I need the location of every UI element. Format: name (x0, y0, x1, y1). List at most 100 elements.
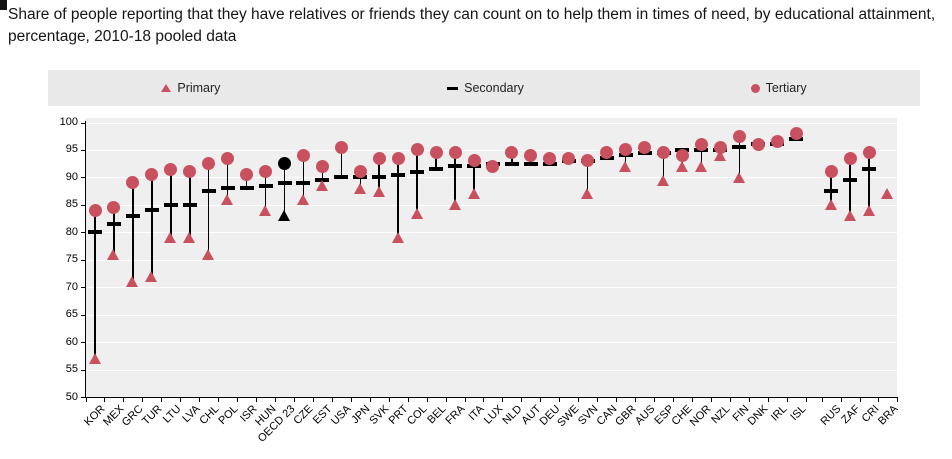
x-axis-tick (748, 398, 750, 402)
tertiary-marker (467, 154, 481, 168)
tertiary-marker (770, 135, 784, 149)
gridline (85, 149, 897, 151)
y-axis-tick (81, 232, 85, 234)
stem-line (113, 207, 115, 255)
secondary-marker (296, 180, 311, 185)
x-axis-tick (388, 398, 390, 402)
secondary-marker (277, 180, 292, 185)
y-axis-tick-label: 85 (65, 198, 78, 211)
primary-marker (164, 232, 177, 244)
stem-line (378, 158, 381, 192)
stem-line (340, 147, 343, 178)
x-axis-tick (312, 398, 314, 402)
y-axis-tick-label: 55 (65, 363, 78, 376)
secondary-marker (163, 202, 178, 207)
corner-artifact (0, 0, 7, 10)
primary-marker (467, 188, 480, 200)
legend-item-secondary: Secondary (447, 81, 524, 95)
gridline (85, 232, 897, 234)
tertiary-marker (259, 165, 273, 179)
primary-triangle-icon (161, 84, 172, 92)
stem-line (586, 160, 589, 194)
y-axis-tick-label: 100 (59, 116, 78, 128)
tertiary-marker (353, 165, 367, 179)
primary-marker (448, 199, 461, 211)
x-axis-tick (104, 398, 106, 402)
stem-line (94, 210, 96, 359)
stem-line (738, 136, 741, 178)
tertiary-marker (183, 165, 197, 179)
secondary-marker (144, 208, 159, 213)
stem-line (245, 174, 248, 189)
gridline (85, 287, 897, 289)
tertiary-marker (524, 148, 538, 162)
y-axis-tick-label: 50 (65, 390, 78, 403)
tertiary-marker (240, 168, 254, 182)
secondary-marker (258, 183, 273, 188)
tertiary-marker (334, 140, 348, 154)
secondary-marker (182, 202, 197, 207)
tertiary-marker (126, 176, 140, 190)
primary-marker (410, 207, 423, 219)
tertiary-marker (732, 129, 746, 143)
y-axis-tick-label: 75 (65, 253, 78, 266)
x-axis-tick (369, 398, 371, 402)
y-axis-tick-label: 65 (65, 308, 78, 321)
y-axis-tick (81, 397, 85, 398)
x-axis-tick (483, 398, 485, 402)
tertiary-marker (429, 146, 443, 160)
primary-marker (88, 353, 101, 365)
secondary-marker (220, 186, 235, 191)
x-axis-tick (218, 398, 220, 402)
x-axis-tick (256, 398, 258, 402)
x-axis-tick (654, 398, 655, 402)
x-axis-tick (672, 398, 674, 402)
x-axis-tick (161, 398, 163, 402)
legend: Primary Secondary Tertiary (48, 70, 920, 106)
primary-marker (353, 182, 366, 194)
x-axis-tick (426, 398, 428, 402)
x-axis-tick (199, 398, 201, 402)
legend-item-primary: Primary (161, 81, 220, 95)
tertiary-marker (410, 143, 424, 157)
tertiary-marker (675, 148, 689, 162)
x-axis-tick (180, 398, 182, 402)
stem-line (473, 160, 475, 194)
primary-marker (296, 193, 309, 205)
x-axis-tick (597, 398, 599, 402)
primary-marker (675, 160, 688, 172)
tertiary-marker (562, 151, 576, 165)
secondary-dash-icon (447, 86, 459, 90)
stem-line (416, 149, 418, 214)
primary-marker (126, 276, 139, 288)
secondary-marker (732, 145, 747, 150)
secondary-marker (824, 189, 839, 194)
tertiary-marker (202, 157, 216, 171)
primary-marker (713, 149, 726, 161)
x-axis-tick (578, 398, 580, 402)
x-axis-tick (521, 398, 523, 402)
gridline (85, 259, 897, 261)
stem-line (624, 149, 627, 167)
gridline (85, 342, 897, 344)
primary-marker (107, 248, 120, 260)
x-axis-tick (275, 398, 276, 402)
secondary-marker (429, 167, 444, 172)
y-axis-tick (81, 369, 85, 371)
x-axis-tick (821, 398, 823, 402)
x-axis-tick (142, 398, 144, 402)
tertiary-marker (145, 168, 159, 182)
stem-line (849, 158, 851, 216)
stem-line (151, 174, 153, 277)
y-axis-tick-label: 70 (65, 280, 78, 293)
primary-marker (145, 270, 158, 282)
tertiary-marker (505, 146, 519, 160)
secondary-marker (448, 164, 463, 169)
secondary-marker (334, 175, 349, 180)
gridline (85, 177, 897, 179)
tertiary-marker (581, 154, 595, 168)
x-axis-tick (445, 398, 447, 402)
secondary-marker (391, 172, 406, 177)
x-axis-tick (729, 398, 731, 402)
x-axis-tick (616, 398, 618, 402)
